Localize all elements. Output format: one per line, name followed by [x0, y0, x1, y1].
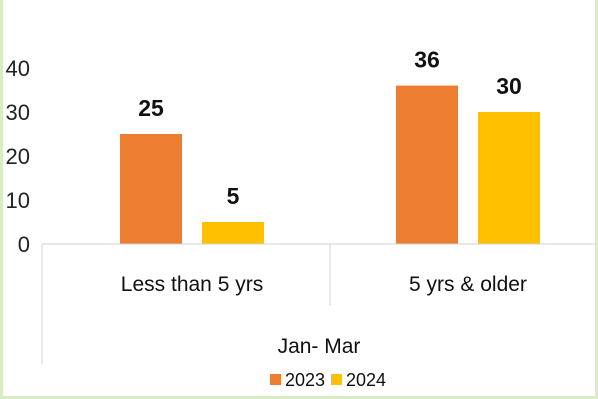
category-label: Less than 5 yrs	[121, 273, 263, 296]
y-tick-label: 40	[6, 56, 30, 81]
y-axis: 0 10 20 30 40	[6, 56, 30, 257]
bar	[202, 222, 264, 244]
y-tick-label: 20	[6, 144, 30, 169]
plot-area: 25 5 36 30	[120, 47, 540, 244]
legend-swatch	[270, 374, 281, 385]
bar	[478, 112, 540, 244]
legend-label: 2024	[346, 370, 386, 390]
category-label: 5 yrs & older	[409, 273, 527, 296]
y-tick-label: 30	[6, 100, 30, 125]
legend: 2023 2024	[270, 370, 386, 390]
legend-swatch	[331, 374, 342, 385]
x-axis-title: Jan- Mar	[278, 335, 361, 358]
data-label: 36	[414, 47, 440, 73]
bar	[120, 134, 182, 244]
legend-label: 2023	[285, 370, 325, 390]
data-label: 25	[138, 95, 164, 121]
y-tick-label: 10	[6, 188, 30, 213]
x-axis: Less than 5 yrs 5 yrs & older	[41, 243, 596, 364]
y-tick-label: 0	[18, 232, 30, 257]
data-label: 5	[227, 183, 240, 209]
data-label: 30	[496, 73, 522, 99]
bar	[396, 85, 458, 244]
